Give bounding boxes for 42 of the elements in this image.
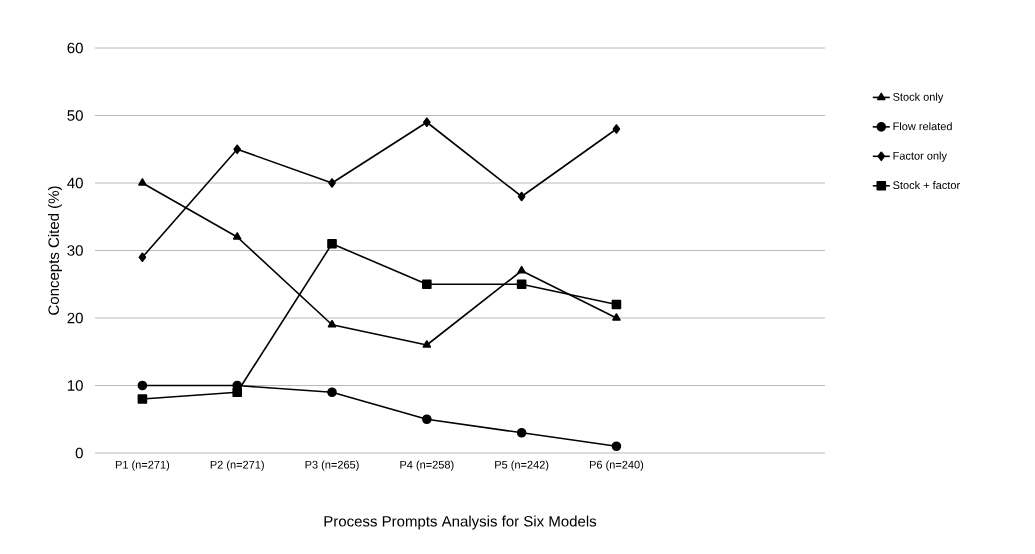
point — [517, 265, 526, 274]
legend-label: Flow related — [893, 122, 952, 131]
legend-label: Stock only — [893, 92, 944, 103]
y-tick-label: 10 — [67, 380, 83, 391]
point — [611, 441, 622, 452]
point — [612, 313, 621, 321]
x-tick-label: P2 (n=271) — [210, 460, 264, 471]
point — [328, 178, 336, 188]
point — [232, 232, 242, 240]
point — [611, 299, 622, 310]
point — [612, 124, 621, 134]
point — [422, 414, 432, 425]
y-tick-label: 40 — [67, 177, 83, 189]
x-tick-label: P4 (n=258) — [400, 460, 454, 471]
y-tick-label: 0 — [75, 447, 83, 459]
x-tick-label: P3 (n=265) — [305, 460, 359, 471]
point — [516, 279, 527, 290]
x-tick-label: P1 (n=271) — [115, 460, 170, 471]
y-tick-label: 50 — [67, 110, 83, 121]
point — [517, 191, 526, 202]
x-tick-label: P5 (n=242) — [495, 460, 549, 471]
legend-label: Factor only — [893, 151, 947, 162]
point — [138, 252, 147, 263]
point — [138, 178, 147, 186]
point — [516, 427, 527, 438]
point — [327, 238, 337, 249]
point — [137, 394, 148, 404]
x-tick-label: P6 (n=240) — [589, 460, 644, 471]
point — [233, 144, 242, 155]
point — [422, 340, 432, 348]
point — [327, 387, 337, 398]
y-axis-title: Concepts Cited (%) — [47, 186, 62, 315]
x-axis-title: Process Prompts Analysis for Six Models — [324, 515, 597, 530]
point — [232, 387, 243, 398]
point — [327, 319, 337, 328]
point — [423, 117, 431, 128]
y-tick-label: 30 — [67, 245, 83, 256]
point — [422, 279, 432, 290]
point — [137, 380, 148, 391]
y-tick-label: 20 — [67, 312, 83, 324]
legend-label: Stock + factor — [893, 181, 960, 190]
y-tick-label: 60 — [67, 42, 83, 54]
